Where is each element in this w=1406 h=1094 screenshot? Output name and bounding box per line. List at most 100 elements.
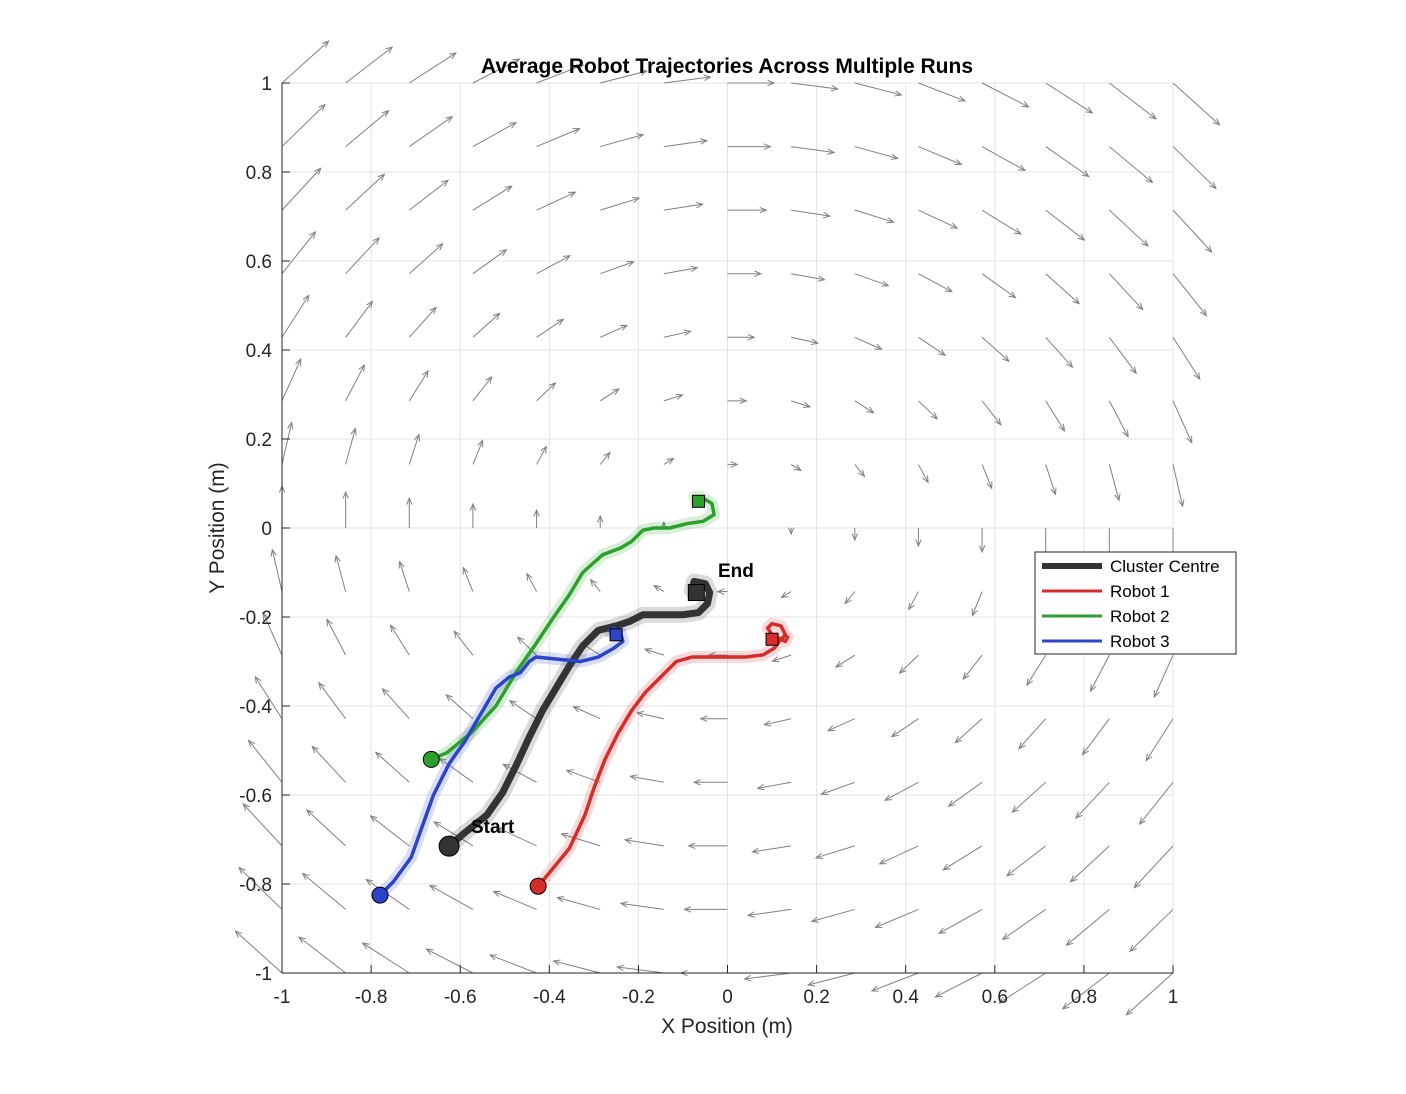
vector-arrowhead-12-8 — [1050, 487, 1057, 496]
vector-arrowhead-0-10 — [302, 294, 310, 303]
vector-arrowhead-0-9 — [295, 357, 302, 366]
vector-arrowhead-7-8 — [730, 461, 739, 468]
vector-arrowhead-14-1 — [1129, 944, 1137, 953]
vector-arrowhead-14-0 — [1125, 1008, 1134, 1016]
vector-arrow-6-11 — [663, 267, 698, 275]
vector-arrow-2-14 — [409, 52, 457, 84]
vector-arrow-8-13 — [791, 146, 835, 154]
vector-arrow-14-13 — [1172, 146, 1217, 189]
vector-arrow-10-5 — [899, 654, 919, 674]
vector-arrowhead-6-4 — [635, 710, 645, 718]
vector-arrowhead-11-0 — [934, 991, 943, 998]
vector-arrowhead-0-2 — [242, 803, 250, 811]
vector-arrow-8-10 — [791, 336, 819, 344]
vector-arrowhead-6-6 — [653, 584, 662, 592]
vector-arrow-12-1 — [1002, 909, 1046, 940]
vector-arrow-9-12 — [854, 209, 894, 223]
vector-arrow-8-11 — [791, 273, 825, 281]
vector-arrowhead-13-0 — [1061, 1002, 1070, 1010]
vector-arrowhead-7-9 — [739, 397, 748, 405]
vector-arrow-9-2 — [815, 845, 855, 859]
vector-arrow-14-5 — [1153, 654, 1174, 698]
vector-arrow-2-8 — [408, 434, 420, 465]
vector-arrow-4-0 — [489, 954, 537, 974]
vector-arrowhead-10-11 — [944, 285, 953, 293]
vector-arrow-9-1 — [811, 908, 855, 922]
vector-arrowhead-0-11 — [309, 230, 317, 239]
vector-arrowhead-2-4 — [381, 687, 390, 696]
annotation-start: Start — [471, 817, 515, 838]
vector-arrowhead-11-5 — [962, 672, 970, 681]
vector-arrow-2-2 — [370, 815, 410, 847]
vector-arrowhead-10-9 — [930, 412, 939, 420]
vector-arrowhead-8-8 — [793, 464, 802, 472]
vector-arrowhead-7-6 — [716, 588, 725, 595]
vector-arrowhead-1-7 — [342, 490, 349, 499]
vector-arrowhead-7-3 — [692, 779, 701, 786]
vector-arrowhead-4-12 — [568, 191, 577, 198]
vector-arrow-3-14 — [472, 58, 520, 84]
vector-arrow-10-1 — [875, 908, 919, 928]
vector-arrowhead-14-13 — [1209, 181, 1217, 190]
vector-arrowhead-3-2 — [433, 821, 442, 828]
vector-arrowhead-14-5 — [1153, 690, 1160, 699]
vector-arrowhead-3-5 — [453, 630, 461, 639]
vector-arrowhead-6-0 — [616, 964, 625, 971]
vector-arrowhead-5-9 — [611, 388, 621, 395]
end-marker-series-2 — [692, 494, 706, 508]
vector-arrow-4-5 — [517, 636, 537, 656]
vector-arrowhead-12-13 — [1081, 170, 1090, 178]
vector-arrowhead-5-11 — [626, 260, 635, 267]
vector-arrow-5-6 — [590, 579, 601, 592]
vector-arrowhead-9-3 — [820, 789, 829, 796]
axis-ticks: -1 -0.8 -0.6 -0.4 -0.2 0 0.2 0.4 0.6 0.8 1 -1 -0.8 -0… — [239, 74, 1178, 1008]
vector-arrowhead-9-0 — [806, 980, 816, 987]
vector-arrow-13-12 — [1109, 209, 1149, 247]
start-marker-series-2 — [422, 750, 440, 768]
vector-arrowhead-1-11 — [372, 236, 380, 245]
vector-arrowhead-2-7 — [406, 496, 413, 505]
vector-arrow-4-6 — [526, 573, 538, 592]
vector-arrowhead-8-9 — [802, 401, 812, 408]
vector-arrow-8-6 — [781, 591, 792, 598]
vector-arrowhead-4-11 — [562, 255, 572, 262]
vector-arrow-11-14 — [981, 82, 1029, 108]
vector-arrowhead-10-4 — [890, 730, 899, 738]
vector-arrow-13-0 — [1062, 972, 1110, 1010]
vector-arrowhead-4-6 — [526, 572, 533, 581]
vector-arrowhead-14-14 — [1212, 118, 1221, 126]
vector-arrow-4-3 — [502, 763, 537, 783]
vector-arrow-4-8 — [536, 446, 547, 465]
vector-arrowhead-4-14 — [576, 64, 585, 71]
vector-arrowhead-12-1 — [1001, 933, 1010, 941]
vector-arrow-9-0 — [808, 972, 855, 986]
vector-arrowhead-13-10 — [1129, 366, 1137, 375]
vector-arrow-12-11 — [1045, 273, 1080, 304]
vector-arrow-4-14 — [536, 64, 584, 84]
end-marker-series-0 — [687, 584, 705, 602]
vector-arrow-6-10 — [663, 330, 691, 338]
x-tick-label-2: -0.6 — [444, 987, 477, 1008]
vector-arrow-6-9 — [663, 394, 683, 402]
vector-arrow-14-1 — [1129, 909, 1174, 952]
vector-arrowhead-9-12 — [886, 217, 895, 224]
vector-arrowhead-13-13 — [1145, 176, 1154, 184]
vector-arrow-3-8 — [472, 440, 484, 465]
vector-arrow-11-9 — [981, 400, 1002, 426]
vector-arrow-0-1 — [238, 867, 283, 910]
vector-arrow-11-3 — [948, 781, 983, 807]
vector-arrowhead-8-2 — [751, 847, 760, 855]
vector-arrow-2-0 — [362, 942, 410, 974]
vector-arrow-2-6 — [399, 561, 410, 592]
vector-arrow-3-11 — [472, 249, 507, 275]
vector-arrowhead-13-8 — [1114, 493, 1121, 502]
vector-arrow-12-0 — [998, 972, 1046, 1004]
vector-arrow-10-14 — [918, 82, 966, 102]
vector-arrowhead-4-2 — [496, 827, 505, 834]
vector-arrow-8-5 — [772, 654, 792, 662]
vector-arrowhead-14-3 — [1138, 817, 1146, 826]
vector-arrow-8-9 — [790, 400, 811, 408]
vector-arrow-10-2 — [879, 845, 919, 865]
y-tick-label-0: -1 — [255, 964, 272, 985]
vector-arrowhead-10-5 — [898, 666, 907, 674]
